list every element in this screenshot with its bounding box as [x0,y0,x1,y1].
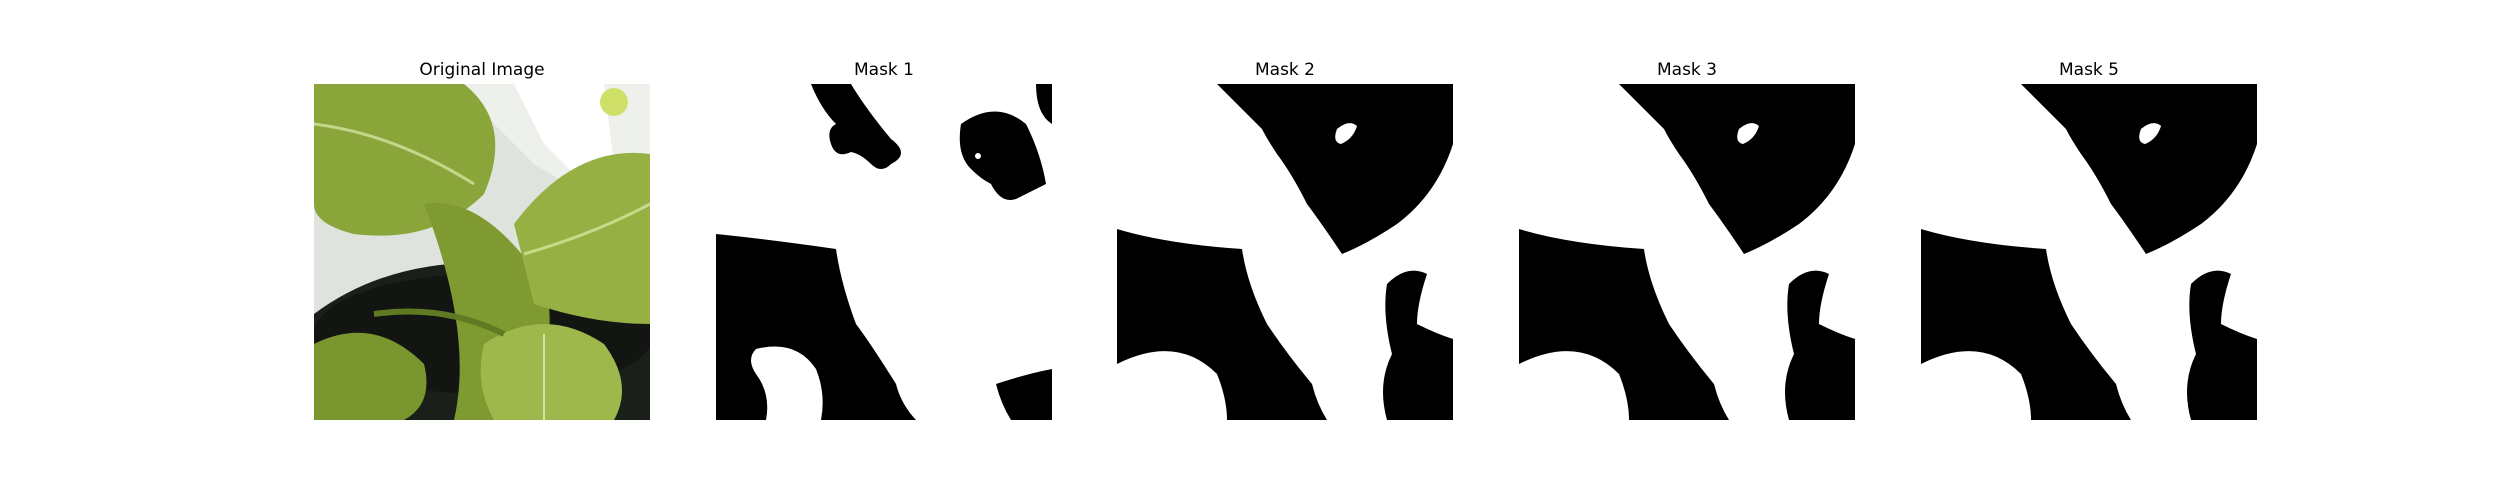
binary-mask [1921,84,2257,420]
mask-image [716,84,1052,420]
panel-title: Mask 5 [2058,60,2119,80]
panel-title: Mask 2 [1254,60,1315,80]
mask-image [1519,84,1855,420]
binary-mask [1117,84,1453,420]
binary-mask [716,84,1052,420]
panel-title: Original Image [419,60,545,80]
panel-title: Mask 1 [853,60,914,80]
original-image [314,84,650,420]
panel-title: Mask 3 [1656,60,1717,80]
plant-photo [314,84,650,420]
mask-image [1117,84,1453,420]
binary-mask [1519,84,1855,420]
mask-image [1921,84,2257,420]
